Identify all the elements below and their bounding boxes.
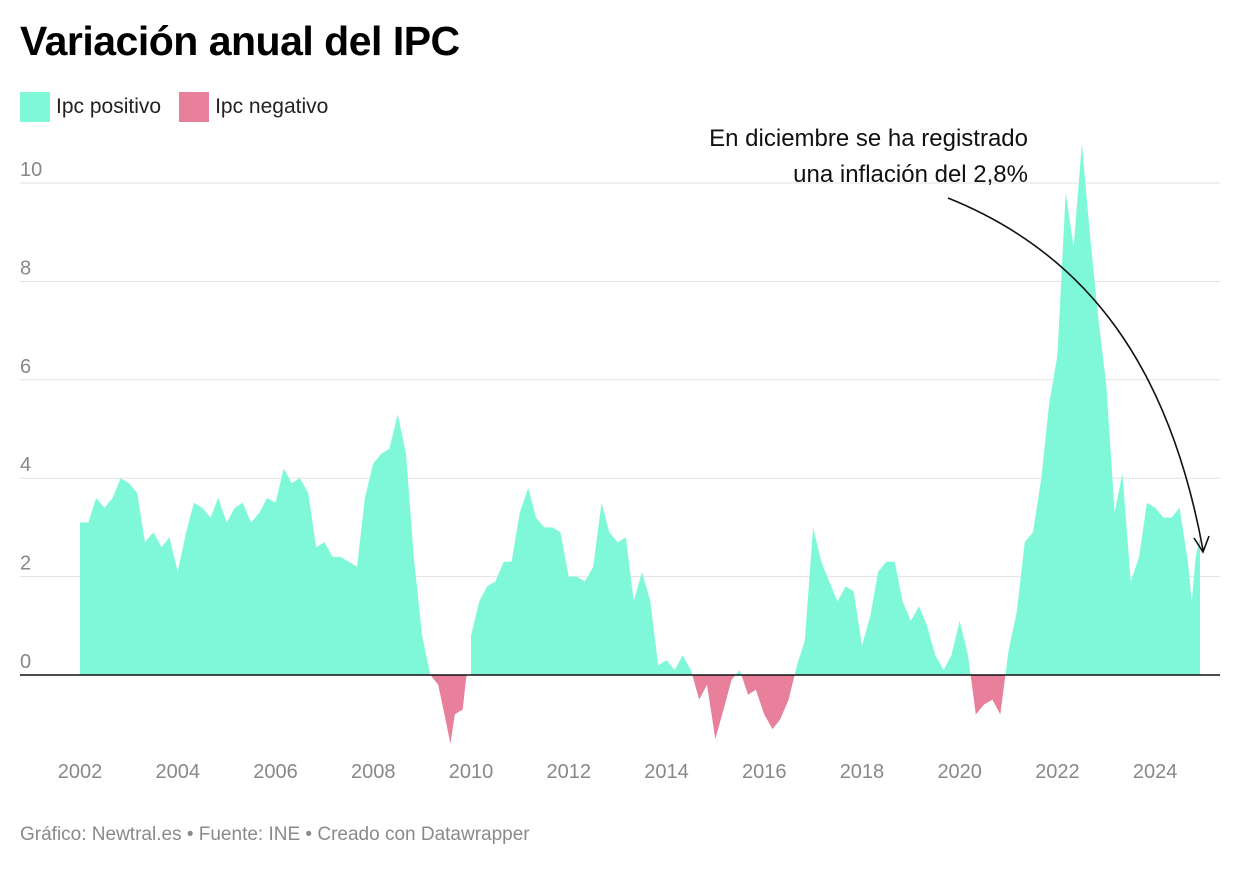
area-ipc-negativo [430,675,467,744]
area-ipc-negativo [692,675,736,739]
x-tick-label: 2018 [840,761,885,783]
y-tick-label: 8 [20,257,31,279]
chart-plot: 0 2 4 6 8 10 2002 2004 2006 2008 2010 2012 2014 2016… [20,125,1220,783]
area-ipc-negativo [970,675,1006,715]
area-ipc-positivo [471,488,693,675]
area-ipc-positivo [794,527,971,675]
x-tick-label: 2004 [155,761,200,783]
x-tick-label: 2022 [1035,761,1080,783]
chart-title: Variación anual del IPC [20,18,460,64]
annotation-arrow [947,197,1204,551]
x-tick-label: 2012 [546,761,591,783]
y-axis-ticks: 0 2 4 6 8 10 [20,159,42,673]
y-tick-label: 2 [20,553,31,575]
y-tick-label: 4 [20,454,31,476]
legend-label-positive: Ipc positivo [56,95,162,118]
area-ipc-positivo [735,670,742,675]
annotation-line-2: una inflación del 2,8% [793,161,1028,188]
legend-swatch-negative [179,92,210,122]
legend-item-positive: Ipc positivo [20,92,161,122]
area-ipc-positivo [1005,143,1200,676]
y-tick-label: 6 [20,356,31,378]
legend: Ipc positivo Ipc negativo [20,92,346,122]
annotation-line-1: En diciembre se ha registrado [709,125,1028,152]
annotation-arrowhead-icon [1193,535,1210,554]
x-tick-label: 2010 [449,761,494,783]
annotation: En diciembre se ha registrado una inflac… [709,125,1210,554]
x-tick-label: 2006 [253,761,298,783]
area-ipc-negativo [741,675,795,730]
area-ipc-positivo [80,414,467,675]
x-axis-ticks: 2002 2004 2006 2008 2010 2012 2014 2016 2018 2020… [58,761,1178,783]
legend-swatch-positive [20,92,50,122]
y-tick-label: 0 [20,651,31,673]
legend-item-negative: Ipc negativo [179,92,328,122]
data-areas [20,143,1220,744]
x-tick-label: 2016 [742,761,787,783]
legend-label-negative: Ipc negativo [215,95,329,118]
x-tick-label: 2008 [351,761,396,783]
y-tick-label: 10 [20,159,42,181]
x-tick-label: 2024 [1133,761,1178,783]
footer-credits: Gráfico: Newtral.es • Fuente: INE • Crea… [20,824,530,845]
x-tick-label: 2014 [644,761,689,783]
x-tick-label: 2020 [937,761,982,783]
x-tick-label: 2002 [58,761,103,783]
